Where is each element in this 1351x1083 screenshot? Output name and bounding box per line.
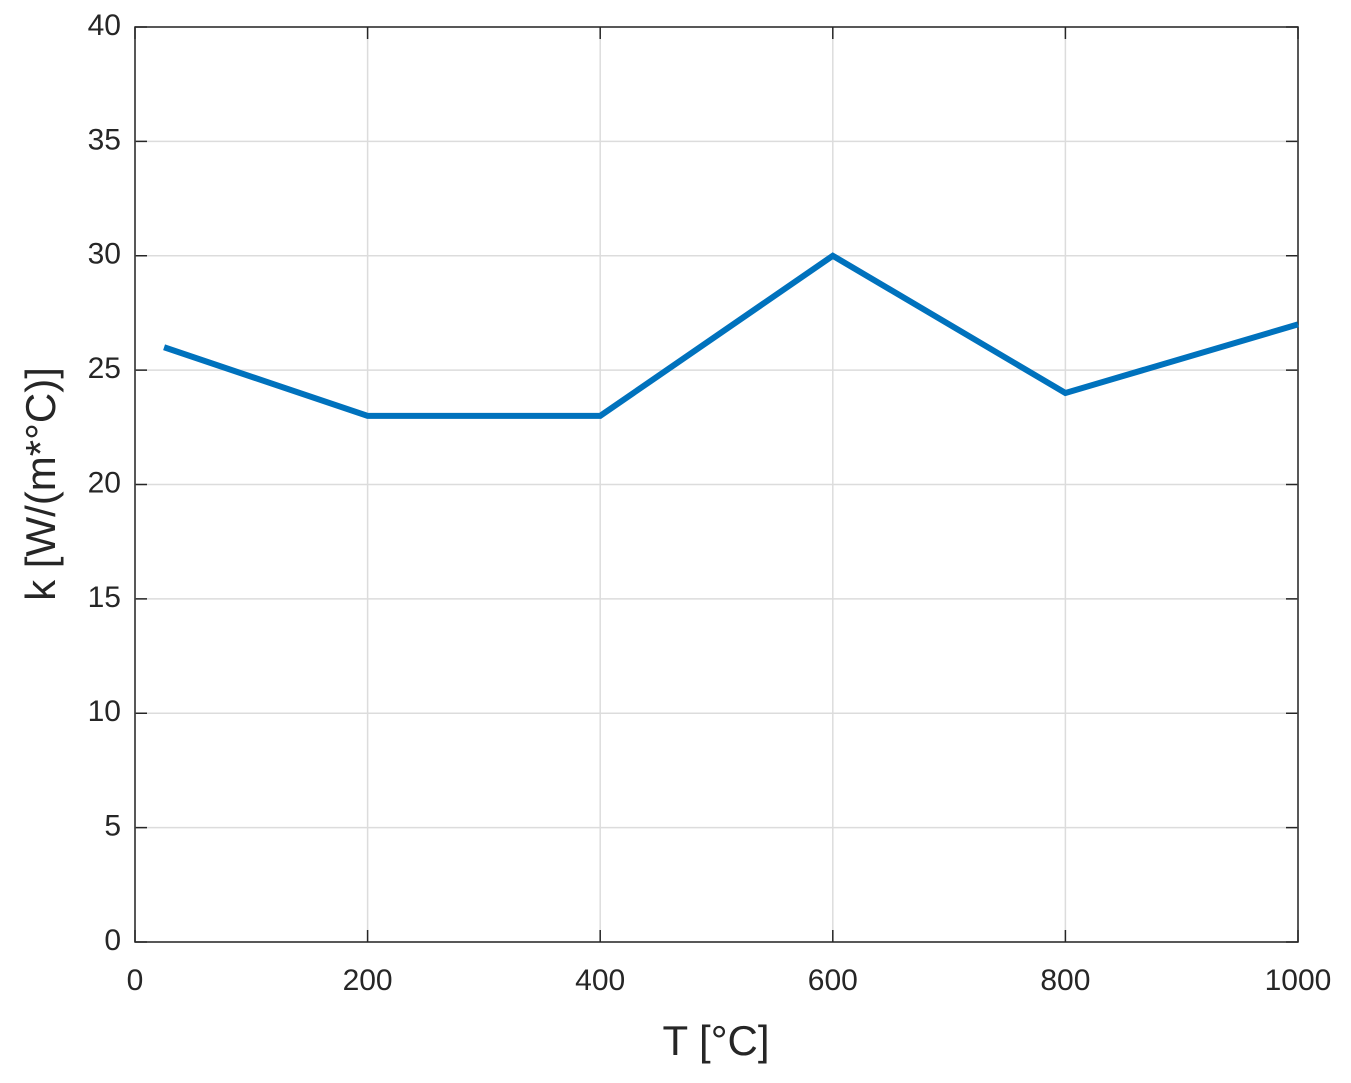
y-tick-label: 20 — [88, 466, 121, 499]
data-line — [163, 252, 1299, 419]
y-tick-label: 35 — [88, 123, 121, 156]
y-tick-label: 30 — [88, 238, 121, 271]
x-tick-label: 0 — [127, 964, 144, 997]
y-tick-label: 40 — [88, 9, 121, 42]
y-tick-label: 15 — [88, 581, 121, 614]
plot-frame — [134, 26, 1299, 943]
y-tick-label: 5 — [104, 810, 121, 843]
x-tick-label: 400 — [575, 964, 625, 997]
x-tick-label: 800 — [1040, 964, 1090, 997]
x-tick-label: 600 — [808, 964, 858, 997]
x-axis-title: T [°C] — [662, 1017, 769, 1064]
y-tick-label: 0 — [104, 924, 121, 957]
x-tick-label: 1000 — [1265, 964, 1332, 997]
y-axis-title: k [W/(m*°C)] — [17, 367, 64, 601]
y-tick-label: 10 — [88, 695, 121, 728]
y-tick-label: 25 — [88, 352, 121, 385]
x-tick-label: 200 — [343, 964, 393, 997]
